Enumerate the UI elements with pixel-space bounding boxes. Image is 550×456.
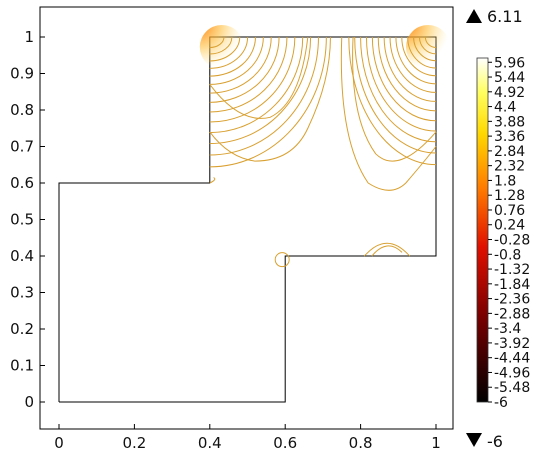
contour-line bbox=[209, 36, 304, 134]
contour-line bbox=[209, 36, 272, 94]
y-tick-label: 0 bbox=[24, 393, 34, 411]
y-tick-label: 0.2 bbox=[10, 320, 34, 338]
contour-line bbox=[209, 36, 280, 103]
colorbar-tick-label: 5.96 bbox=[494, 55, 525, 71]
hot-spot bbox=[199, 25, 244, 69]
contour-line bbox=[352, 36, 437, 162]
y-tick-label: 0.6 bbox=[10, 174, 34, 192]
x-tick-label: 0 bbox=[54, 434, 64, 452]
contour-line bbox=[209, 36, 296, 123]
colorbar-tick-label: 3.36 bbox=[494, 129, 525, 145]
colorbar-tick-label: -1.32 bbox=[494, 262, 530, 278]
colorbar-tick-label: -2.36 bbox=[494, 292, 530, 308]
contour-line bbox=[340, 36, 437, 191]
y-tick-label: 0.7 bbox=[10, 138, 34, 156]
contour-line bbox=[401, 36, 437, 77]
colorbar-tick-layer: 5.965.444.924.43.883.362.842.321.81.280.… bbox=[488, 55, 530, 411]
colorbar-tick-label: 2.32 bbox=[494, 159, 525, 175]
x-tick-label: 0.4 bbox=[198, 434, 222, 452]
colorbar-tick-label: -2.88 bbox=[494, 306, 530, 322]
x-tick-label: 1 bbox=[431, 434, 441, 452]
contour-line bbox=[209, 36, 249, 69]
contour-line bbox=[209, 36, 288, 113]
y-tick-label: 0.1 bbox=[10, 357, 34, 375]
triangle-down-icon bbox=[466, 433, 482, 447]
colorbar-tick-label: -5.48 bbox=[494, 380, 530, 396]
y-tick-label: 1 bbox=[24, 28, 34, 46]
colorbar-tick-label: 1.28 bbox=[494, 188, 525, 204]
contour-line bbox=[209, 36, 312, 145]
contour-line bbox=[348, 36, 437, 166]
colorbar-tick-label: -6 bbox=[494, 395, 508, 411]
x-tick-label: 0.6 bbox=[273, 434, 297, 452]
contour-line bbox=[209, 36, 241, 62]
contour-line bbox=[407, 36, 437, 69]
max-marker: 6.11 bbox=[466, 7, 523, 26]
colorbar-tick-label: -0.8 bbox=[494, 247, 521, 263]
contour-line bbox=[383, 36, 437, 102]
axes-frame bbox=[39, 6, 454, 430]
contour-line bbox=[389, 36, 437, 93]
y-tick-label: 0.9 bbox=[10, 65, 34, 83]
colorbar-tick-label: 0.76 bbox=[494, 203, 525, 219]
colorbar-tick-label: -0.28 bbox=[494, 233, 530, 249]
x-tick-label: 0.2 bbox=[122, 434, 146, 452]
tick-layer: 0 0.2 0.4 0.6 0.8 1 0 0.1 0.2 0.3 0.4 0.5 0.6 0.7 0.8 0… bbox=[10, 28, 441, 452]
contour-line bbox=[418, 36, 437, 55]
contour-line bbox=[354, 36, 437, 154]
axes-box bbox=[39, 6, 454, 430]
contour-line bbox=[363, 242, 410, 257]
contour-line bbox=[209, 36, 331, 162]
contour-line bbox=[209, 36, 264, 85]
colorbar-tick-label: -4.96 bbox=[494, 365, 530, 381]
contour-line bbox=[377, 36, 437, 112]
contour-line bbox=[209, 36, 233, 55]
colorbar-gradient bbox=[476, 57, 489, 403]
contour-line bbox=[371, 245, 403, 257]
colorbar-tick-label: -3.4 bbox=[494, 321, 521, 337]
hole-contour bbox=[274, 252, 290, 268]
y-tick-label: 0.8 bbox=[10, 101, 34, 119]
colorbar-tick-label: 3.88 bbox=[494, 114, 525, 130]
min-value-label: -6 bbox=[487, 432, 503, 451]
contour-line bbox=[209, 177, 216, 184]
contour-line bbox=[209, 36, 327, 168]
y-tick-label: 0.5 bbox=[10, 211, 34, 229]
colorbar-tick-label: 1.8 bbox=[494, 173, 516, 189]
colorbar-tick-label: 5.44 bbox=[494, 70, 525, 86]
hot-spot bbox=[406, 25, 450, 69]
contour-line bbox=[209, 36, 256, 77]
y-tick-label: 0.4 bbox=[10, 247, 34, 265]
min-marker: -6 bbox=[466, 432, 503, 451]
contour-line bbox=[209, 36, 225, 49]
colorbar-tick-label: 4.4 bbox=[494, 100, 516, 116]
x-tick-label: 0.8 bbox=[349, 434, 373, 452]
colorbar-tick-label: 2.84 bbox=[494, 144, 525, 160]
contour-line bbox=[360, 36, 437, 143]
colorbar-tick-label: -3.92 bbox=[494, 336, 530, 352]
colorbar bbox=[476, 57, 489, 403]
colorbar-tick-label: -1.84 bbox=[494, 277, 530, 293]
y-tick-label: 0.3 bbox=[10, 284, 34, 302]
contour-line bbox=[209, 36, 309, 119]
colorbar-tick-label: 0.24 bbox=[494, 218, 525, 234]
contour-layer bbox=[199, 25, 450, 268]
contour-line bbox=[413, 36, 437, 62]
colorbar-tick-label: 4.92 bbox=[494, 85, 525, 101]
contour-line bbox=[365, 36, 437, 132]
colorbar-tick-label: -4.44 bbox=[494, 351, 530, 367]
contour-line bbox=[209, 36, 319, 156]
contour-line bbox=[424, 36, 437, 48]
contour-line bbox=[371, 36, 437, 122]
triangle-up-icon bbox=[466, 9, 482, 23]
contour-line bbox=[395, 36, 437, 85]
max-value-label: 6.11 bbox=[487, 7, 523, 26]
